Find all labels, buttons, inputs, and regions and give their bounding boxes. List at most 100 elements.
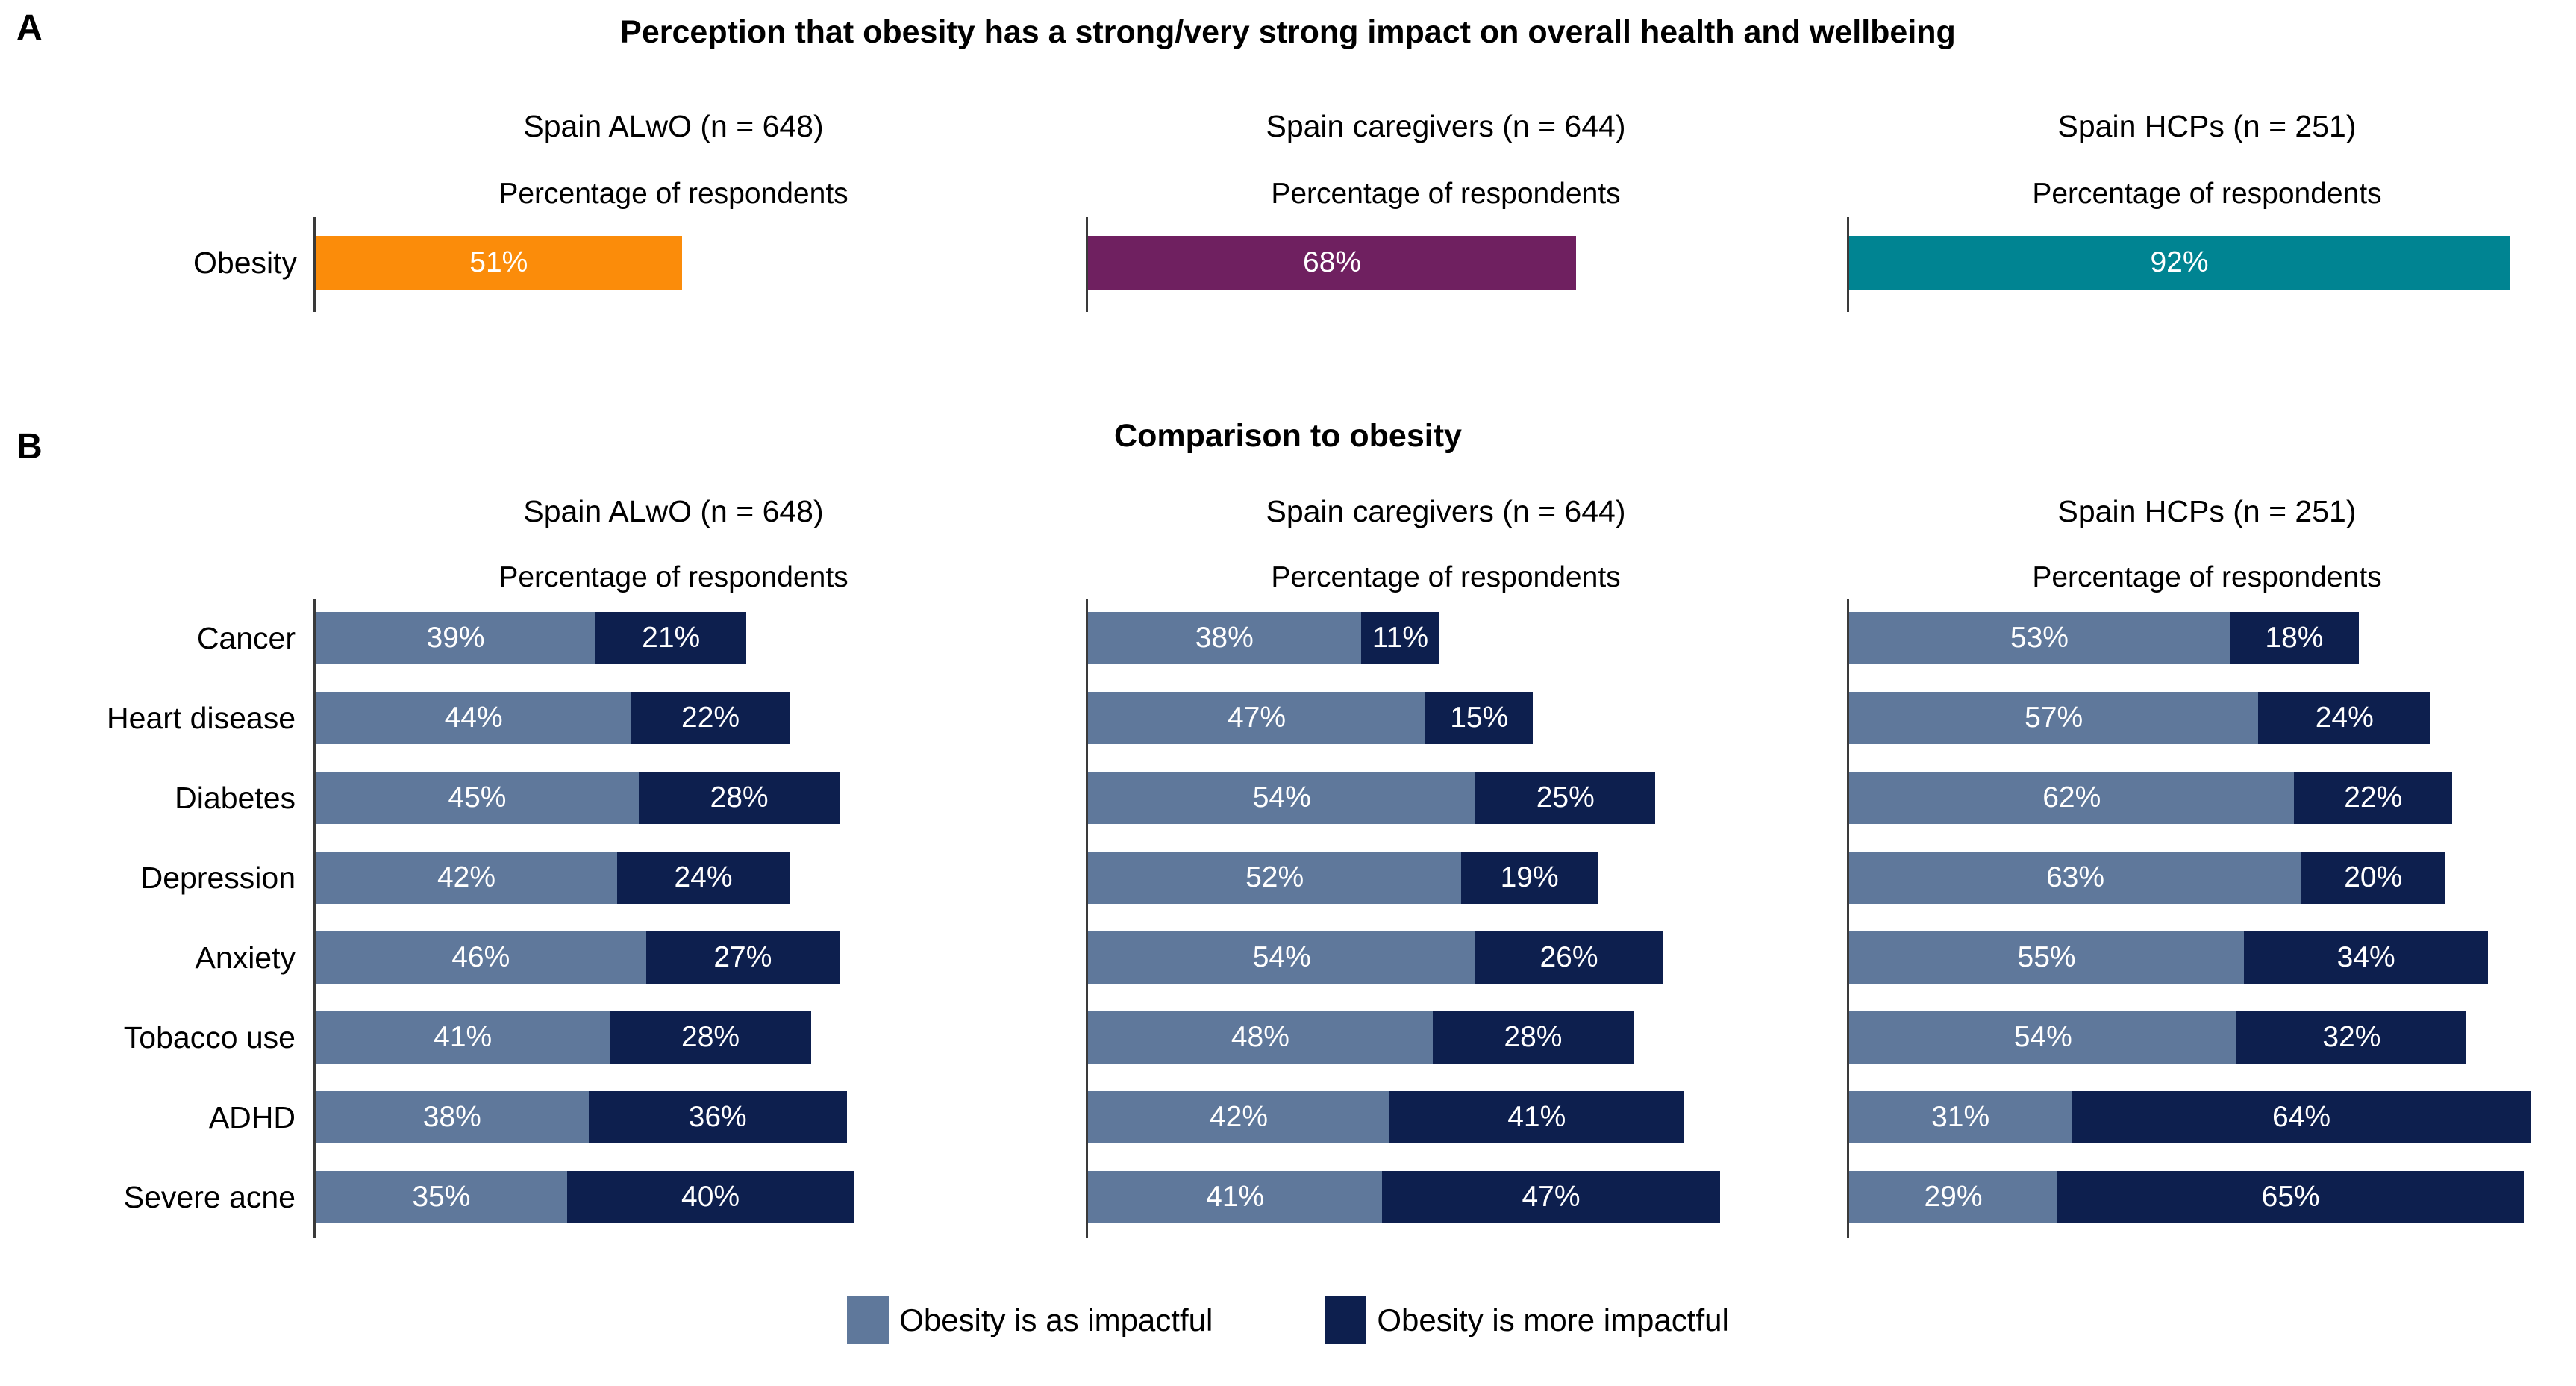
- panel-b-group-header-hcps: Spain HCPs (n = 251): [2057, 493, 2357, 528]
- panel-a: A Perception that obesity has a strong/v…: [0, 0, 2576, 313]
- bar-segment-as-impactful: 54%: [1088, 931, 1476, 984]
- bar-segment-as-impactful: 39%: [316, 612, 596, 665]
- stacked-bar-cancer: 38% 11%: [1088, 612, 1806, 665]
- bar-segment-more-impactful: 24%: [2258, 692, 2431, 745]
- stacked-bar-adhd: 42% 41%: [1088, 1091, 1806, 1144]
- panel-b-plot-alwo: 39% 21% 44% 22% 45% 28% 42% 24% 46% 27% 41% 28% 38% 3…: [313, 599, 1034, 1239]
- bar-segment-more-impactful: 32%: [2236, 1011, 2467, 1064]
- bar-segment-more-impactful: 28%: [638, 772, 840, 825]
- panel-a-group-header-alwo: Spain ALwO (n = 648): [523, 109, 824, 144]
- bar-segment-as-impactful: 55%: [1849, 931, 2245, 984]
- panel-a-title: Perception that obesity has a strong/ver…: [620, 14, 1956, 50]
- bar-segment-more-impactful: 11%: [1360, 612, 1440, 665]
- bar-segment-as-impactful: 52%: [1088, 852, 1462, 905]
- bar-segment-as-impactful: 31%: [1849, 1091, 2072, 1144]
- stacked-bar-anxiety: 54% 26%: [1088, 931, 1806, 984]
- stacked-bar-heart-disease: 44% 22%: [316, 692, 1034, 745]
- stacked-bar-anxiety: 46% 27%: [316, 931, 1034, 984]
- bar-segment-as-impactful: 38%: [316, 1091, 589, 1144]
- bar-segment-as-impactful: 41%: [316, 1011, 610, 1064]
- panel-a-plot-hcps: 92%: [1847, 217, 2567, 313]
- row-label-heart-disease: Heart disease: [107, 700, 296, 735]
- obesity-bar-caregivers: 68%: [1088, 236, 1577, 290]
- stacked-bar-tobacco-use: 48% 28%: [1088, 1011, 1806, 1064]
- row-label-diabetes: Diabetes: [175, 780, 296, 815]
- bar-segment-as-impactful: 41%: [1088, 1171, 1383, 1224]
- bar-segment-as-impactful: 44%: [316, 692, 632, 745]
- stacked-bar-cancer: 53% 18%: [1849, 612, 2567, 665]
- bar-segment-more-impactful: 22%: [2294, 772, 2453, 825]
- panel-a-axis-label-caregivers: Percentage of respondents: [1271, 178, 1621, 210]
- panel-a-plot-alwo: 51%: [313, 217, 1034, 313]
- bar-segment-as-impactful: 46%: [316, 931, 646, 984]
- panel-b-axis-label-alwo: Percentage of respondents: [498, 561, 848, 593]
- panel-b-plot-caregivers: 38% 11% 47% 15% 54% 25% 52% 19% 54% 26% 48% 28% 42% 4…: [1086, 599, 1806, 1239]
- panel-b-group-header-caregivers: Spain caregivers (n = 644): [1266, 493, 1626, 528]
- panel-b-axis-label-hcps: Percentage of respondents: [2032, 561, 2382, 593]
- bar-segment-more-impactful: 21%: [595, 612, 747, 665]
- stacked-bar-adhd: 31% 64%: [1849, 1091, 2567, 1144]
- panel-b-letter: B: [16, 427, 43, 467]
- panel-b-title: Comparison to obesity: [1114, 418, 1462, 455]
- row-label-cancer: Cancer: [196, 620, 296, 655]
- bar-segment-more-impactful: 36%: [588, 1091, 847, 1144]
- row-label-depression: Depression: [140, 860, 296, 895]
- bar-segment-as-impactful: 54%: [1849, 1011, 2237, 1064]
- bar-segment-as-impactful: 38%: [1088, 612, 1361, 665]
- panel-b-axis-label-caregivers: Percentage of respondents: [1271, 561, 1621, 593]
- stacked-bar-adhd: 38% 36%: [316, 1091, 1034, 1144]
- stacked-bar-depression: 52% 19%: [1088, 852, 1806, 905]
- bar-segment-more-impactful: 41%: [1389, 1091, 1684, 1144]
- obesity-bar-alwo: 51%: [316, 236, 682, 290]
- stacked-bar-severe-acne: 41% 47%: [1088, 1171, 1806, 1224]
- bar-segment-more-impactful: 28%: [610, 1011, 811, 1064]
- bar-segment-more-impactful: 24%: [617, 852, 790, 905]
- bar-segment-as-impactful: 35%: [316, 1171, 567, 1224]
- bar-segment-more-impactful: 19%: [1461, 852, 1598, 905]
- panel-a-axis-label-alwo: Percentage of respondents: [498, 178, 848, 210]
- bar-segment-more-impactful: 18%: [2229, 612, 2360, 665]
- bar-segment-as-impactful: 53%: [1849, 612, 2230, 665]
- panel-a-row-label-obesity: Obesity: [193, 245, 297, 280]
- panel-a-axis-label-hcps: Percentage of respondents: [2032, 178, 2382, 210]
- panel-a-letter: A: [16, 8, 43, 48]
- legend-item-as-impactful: Obesity is as impactful: [847, 1296, 1213, 1345]
- bar-segment-more-impactful: 64%: [2072, 1091, 2531, 1144]
- stacked-bar-heart-disease: 57% 24%: [1849, 692, 2567, 745]
- legend-swatch-as-impactful: [847, 1296, 890, 1345]
- legend-label-as-impactful: Obesity is as impactful: [899, 1302, 1213, 1338]
- legend: Obesity is as impactful Obesity is more …: [0, 1296, 2576, 1345]
- bar-segment-as-impactful: 47%: [1088, 692, 1426, 745]
- stacked-bar-diabetes: 62% 22%: [1849, 772, 2567, 825]
- panel-b-group-header-alwo: Spain ALwO (n = 648): [523, 493, 824, 528]
- bar-segment-more-impactful: 27%: [645, 931, 840, 984]
- stacked-bar-diabetes: 45% 28%: [316, 772, 1034, 825]
- panel-a-plot-caregivers: 68%: [1086, 217, 1806, 313]
- legend-label-more-impactful: Obesity is more impactful: [1377, 1302, 1729, 1338]
- panel-b-category-labels: Cancer Heart disease Diabetes Depression…: [0, 599, 313, 1238]
- bar-segment-more-impactful: 65%: [2057, 1171, 2525, 1224]
- bar-segment-as-impactful: 54%: [1088, 772, 1476, 825]
- bar-segment-as-impactful: 57%: [1849, 692, 2259, 745]
- stacked-bar-severe-acne: 35% 40%: [316, 1171, 1034, 1224]
- bar-segment-more-impactful: 25%: [1475, 772, 1655, 825]
- row-label-adhd: ADHD: [208, 1099, 296, 1134]
- stacked-bar-cancer: 39% 21%: [316, 612, 1034, 665]
- bar-segment-as-impactful: 45%: [316, 772, 639, 825]
- stacked-bar-tobacco-use: 54% 32%: [1849, 1011, 2567, 1064]
- bar-segment-more-impactful: 26%: [1475, 931, 1663, 984]
- bar-segment-more-impactful: 34%: [2244, 931, 2489, 984]
- legend-swatch-more-impactful: [1325, 1296, 1367, 1345]
- panel-b: B Comparison to obesity Spain ALwO (n = …: [0, 418, 2576, 1345]
- row-label-tobacco-use: Tobacco use: [123, 1020, 296, 1055]
- bar-segment-as-impactful: 42%: [1088, 1091, 1390, 1144]
- bar-segment-as-impactful: 63%: [1849, 852, 2302, 905]
- stacked-bar-heart-disease: 47% 15%: [1088, 692, 1806, 745]
- bar-segment-as-impactful: 29%: [1849, 1171, 2057, 1224]
- bar-segment-more-impactful: 47%: [1382, 1171, 1720, 1224]
- stacked-bar-depression: 63% 20%: [1849, 852, 2567, 905]
- stacked-bar-diabetes: 54% 25%: [1088, 772, 1806, 825]
- row-label-severe-acne: Severe acne: [123, 1179, 296, 1214]
- panel-a-group-header-caregivers: Spain caregivers (n = 644): [1266, 109, 1626, 144]
- stacked-bar-depression: 42% 24%: [316, 852, 1034, 905]
